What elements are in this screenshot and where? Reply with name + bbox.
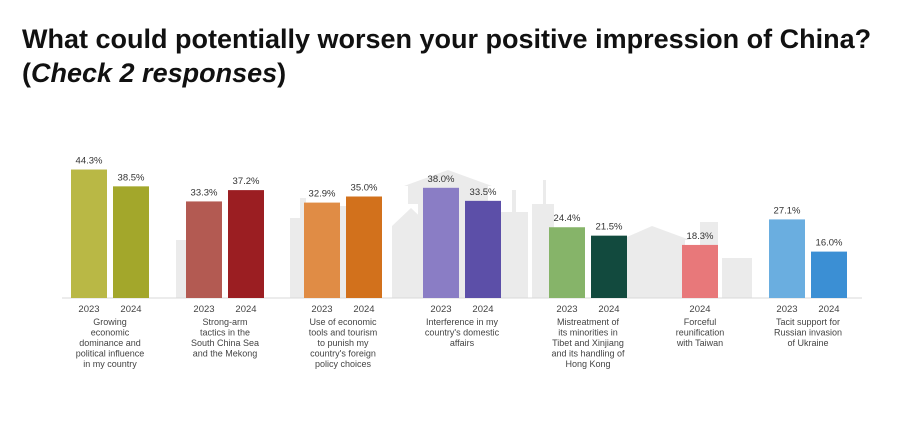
category-label: country's domestic bbox=[425, 328, 500, 338]
data-label: 38.5% bbox=[118, 172, 145, 183]
bar bbox=[228, 190, 264, 298]
bar bbox=[346, 196, 382, 298]
bar bbox=[682, 244, 718, 298]
year-tick-label: 2024 bbox=[120, 304, 141, 315]
title-main: What could potentially worsen your posit… bbox=[22, 24, 872, 88]
category-label: Mistreatment of bbox=[557, 317, 620, 327]
category-label: South China Sea bbox=[191, 338, 259, 348]
category-label: Hong Kong bbox=[565, 359, 610, 369]
bar bbox=[113, 186, 149, 298]
year-tick-label: 2023 bbox=[311, 304, 332, 315]
category-label: tools and tourism bbox=[309, 328, 378, 338]
title-italic: Check 2 responses bbox=[31, 58, 278, 88]
category-label: Tibet and Xinjiang bbox=[552, 338, 624, 348]
bar bbox=[304, 202, 340, 298]
year-tick-label: 2023 bbox=[78, 304, 99, 315]
bar bbox=[769, 219, 805, 298]
category-label: reunification bbox=[676, 328, 725, 338]
year-tick-label: 2023 bbox=[776, 304, 797, 315]
bar bbox=[186, 201, 222, 298]
year-tick-label: 2024 bbox=[235, 304, 256, 315]
data-label: 37.2% bbox=[233, 176, 260, 187]
year-tick-label: 2023 bbox=[193, 304, 214, 315]
bar bbox=[71, 169, 107, 298]
category-label: in my country bbox=[83, 359, 137, 369]
category-label: dominance and bbox=[79, 338, 141, 348]
category-label: and its handling of bbox=[551, 349, 625, 359]
year-tick-label: 2024 bbox=[472, 304, 493, 315]
category-label: tactics in the bbox=[200, 328, 250, 338]
category-label: its minorities in bbox=[558, 328, 618, 338]
category-label: Growing bbox=[93, 317, 127, 327]
year-tick-label: 2023 bbox=[556, 304, 577, 315]
category-label: of Ukraine bbox=[787, 338, 828, 348]
category-label: affairs bbox=[450, 338, 475, 348]
bar bbox=[591, 235, 627, 298]
data-label: 32.9% bbox=[309, 189, 336, 200]
data-label: 16.0% bbox=[816, 238, 843, 249]
data-label: 18.3% bbox=[687, 231, 714, 242]
data-label: 21.5% bbox=[596, 222, 623, 233]
title-close: ) bbox=[277, 58, 287, 88]
category-label: Russian invasion bbox=[774, 328, 842, 338]
category-label: country's foreign bbox=[310, 349, 376, 359]
year-tick-label: 2024 bbox=[353, 304, 374, 315]
data-label: 33.5% bbox=[470, 187, 497, 198]
category-label: Interference in my bbox=[426, 317, 499, 327]
category-label: Forceful bbox=[684, 317, 717, 327]
data-label: 33.3% bbox=[191, 187, 218, 198]
bar bbox=[465, 200, 501, 298]
data-label: 27.1% bbox=[774, 205, 801, 216]
year-tick-label: 2024 bbox=[689, 304, 710, 315]
category-label: economic bbox=[91, 328, 130, 338]
year-tick-label: 2024 bbox=[818, 304, 839, 315]
data-label: 44.3% bbox=[76, 156, 103, 167]
category-label: Strong-arm bbox=[202, 317, 247, 327]
category-label: political influence bbox=[76, 349, 145, 359]
year-tick-label: 2023 bbox=[430, 304, 451, 315]
category-label: to punish my bbox=[317, 338, 369, 348]
chart-title: What could potentially worsen your posit… bbox=[22, 22, 882, 90]
category-label: and the Mekong bbox=[193, 349, 258, 359]
data-label: 24.4% bbox=[554, 213, 581, 224]
category-label: policy choices bbox=[315, 359, 372, 369]
data-label: 35.0% bbox=[351, 183, 378, 194]
category-label: Tacit support for bbox=[776, 317, 840, 327]
category-label: with Taiwan bbox=[676, 338, 723, 348]
data-label: 38.0% bbox=[428, 174, 455, 185]
bar bbox=[423, 187, 459, 298]
year-tick-label: 2024 bbox=[598, 304, 619, 315]
bar bbox=[811, 251, 847, 298]
bar bbox=[549, 227, 585, 298]
category-label: Use of economic bbox=[309, 317, 377, 327]
